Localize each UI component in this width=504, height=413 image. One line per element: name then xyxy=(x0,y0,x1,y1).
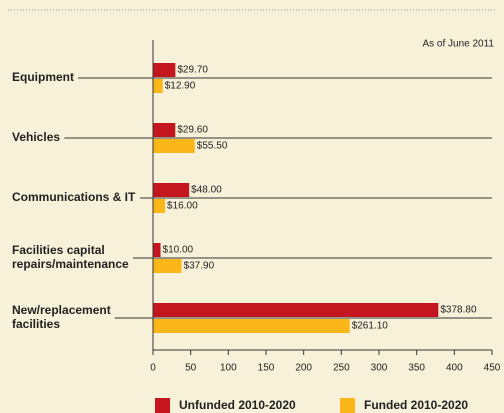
legend-label: Funded 2010-2020 xyxy=(364,398,468,412)
category-label: Facilities capital repairs/maintenance xyxy=(12,243,129,271)
value-label: $16.00 xyxy=(167,201,198,212)
bar xyxy=(153,183,190,197)
x-tick-label: 350 xyxy=(408,363,425,374)
legend-swatch xyxy=(155,398,170,413)
legend-label: Unfunded 2010-2020 xyxy=(179,398,296,412)
x-tick-label: 100 xyxy=(220,363,237,374)
bar xyxy=(153,243,161,257)
annotation: As of June 2011 xyxy=(422,39,494,50)
x-tick-label: 0 xyxy=(150,363,156,374)
bar xyxy=(153,79,163,93)
bar xyxy=(153,123,176,137)
bar xyxy=(153,199,166,213)
category-label: Equipment xyxy=(12,70,74,84)
value-label: $37.90 xyxy=(184,261,215,272)
x-tick-label: 250 xyxy=(333,363,350,374)
x-tick-label: 300 xyxy=(371,363,388,374)
value-label: $10.00 xyxy=(163,245,194,256)
value-label: $29.70 xyxy=(177,65,208,76)
category-label: Communications & IT xyxy=(12,190,136,204)
value-label: $29.60 xyxy=(177,125,208,136)
legend-swatch xyxy=(340,398,355,413)
category-label: New/replacement facilities xyxy=(12,303,111,331)
x-tick-label: 150 xyxy=(258,363,275,374)
x-tick-label: 450 xyxy=(484,363,501,374)
category-label: Vehicles xyxy=(12,130,60,144)
value-label: $48.00 xyxy=(191,185,222,196)
bar xyxy=(153,319,350,333)
bar xyxy=(153,303,439,317)
x-tick-label: 200 xyxy=(295,363,312,374)
value-label: $261.10 xyxy=(352,321,389,332)
value-label: $12.90 xyxy=(165,81,196,92)
bar xyxy=(153,139,195,153)
bar xyxy=(153,259,182,273)
value-label: $55.50 xyxy=(197,141,228,152)
bar xyxy=(153,63,176,77)
x-tick-label: 50 xyxy=(185,363,197,374)
x-tick-label: 400 xyxy=(446,363,463,374)
value-label: $378.80 xyxy=(440,305,477,316)
